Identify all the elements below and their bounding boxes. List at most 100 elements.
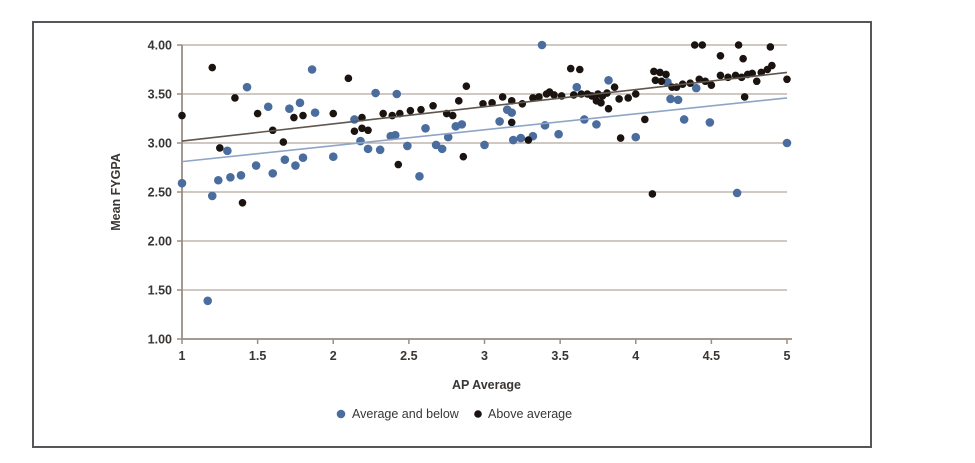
data-point-above-average [394,160,403,169]
data-point-above-average [350,127,359,136]
data-point-above-average [752,77,761,86]
y-axis-title: Mean FYGPA [109,153,123,231]
data-point-average-and-below [236,171,246,180]
data-point-above-average [208,63,217,72]
x-tick-label: 4.5 [703,349,720,363]
data-point-average-and-below [507,108,517,117]
data-point-average-and-below [223,146,232,156]
y-tick-label: 4.00 [148,39,172,53]
data-point-average-and-below [516,133,526,143]
data-point-average-and-below [363,144,373,154]
data-point-above-average [238,198,247,207]
data-point-average-and-below [263,102,273,112]
data-point-average-and-below [298,153,308,162]
x-tick-label: 1.5 [249,349,266,363]
data-point-above-average [616,134,625,142]
y-tick-label: 3.00 [148,137,172,151]
data-point-average-and-below [421,124,430,133]
data-point-above-average [631,90,640,98]
data-point-above-average [716,71,725,80]
legend-label-average-and-below: Average and below [352,407,460,421]
data-point-above-average [707,81,716,89]
data-point-above-average [417,105,425,114]
data-point-above-average [651,76,660,85]
data-point-above-average [498,93,507,101]
data-point-average-and-below [666,94,675,104]
data-point-average-and-below [537,40,547,50]
data-point-average-and-below [371,88,380,98]
data-point-above-average [479,100,487,108]
y-tick-label: 2.50 [148,186,172,200]
data-point-above-average [698,41,707,49]
data-point-above-average [695,75,704,84]
data-point-above-average [748,69,757,78]
data-point-above-average [575,65,584,74]
data-point-above-average [344,74,353,83]
data-point-above-average [690,41,699,49]
data-point-above-average [604,104,613,113]
data-point-average-and-below [782,138,792,148]
data-point-above-average [406,106,415,115]
data-point-average-and-below [604,75,613,85]
data-point-above-average [545,88,554,96]
data-point-average-and-below [328,152,338,162]
data-point-above-average [279,138,288,146]
data-point-above-average [766,43,775,51]
data-point-average-and-below [280,155,290,164]
data-point-average-and-below [268,169,278,178]
data-point-average-and-below [508,135,518,145]
data-point-average-and-below [251,161,261,170]
data-point-above-average [329,109,338,118]
data-point-average-and-below [705,118,715,127]
data-point-above-average [740,93,749,101]
y-tick-label: 1.50 [148,284,172,298]
data-point-average-and-below [691,83,701,93]
data-point-above-average [716,51,725,60]
data-point-average-and-below [572,82,582,92]
x-tick-label: 3.5 [551,349,568,363]
data-point-above-average [739,54,747,63]
y-tick-label: 2.00 [148,235,172,249]
data-point-average-and-below [554,129,563,139]
data-point-above-average [641,115,649,124]
data-point-average-and-below [437,144,447,154]
data-point-average-and-below [226,173,235,182]
x-tick-label: 2 [330,349,337,363]
data-point-above-average [597,99,605,107]
data-point-above-average [379,109,387,118]
chart-frame: 1.00 1.50 2.00 2.50 3.00 3.50 4.00 1 1.5 2 2.5 3 3.5… [32,21,872,448]
data-point-average-and-below [214,175,223,185]
data-point-average-and-below [495,117,504,126]
data-point-above-average [459,152,468,161]
data-point-above-average [566,64,575,73]
data-point-above-average [253,109,262,118]
data-point-above-average [178,111,186,120]
data-point-average-and-below [203,296,213,306]
x-tick-label: 4 [632,349,639,363]
data-point-average-and-below [392,89,402,99]
legend-marker-above-average [474,410,482,418]
data-point-above-average [290,113,298,122]
data-point-average-and-below [375,145,385,155]
legend-label-above-average: Above average [488,407,572,421]
data-point-above-average [358,124,366,133]
data-point-above-average [650,67,658,76]
data-point-average-and-below [307,65,317,74]
data-point-average-and-below [291,161,300,170]
data-point-average-and-below [177,178,187,188]
data-point-above-average [488,99,496,107]
legend-marker-average-and-below [336,409,346,419]
x-tick-label: 2.5 [400,349,417,363]
data-point-average-and-below [390,130,400,140]
x-tick-label: 1 [179,349,186,363]
data-point-average-and-below [285,104,294,113]
data-point-above-average [657,77,666,86]
data-point-average-and-below [415,172,424,181]
data-point-above-average [364,126,372,135]
data-point-above-average [216,144,224,152]
data-point-above-average [783,75,791,84]
data-point-above-average [624,94,632,102]
data-point-above-average [454,97,463,105]
data-point-average-and-below [403,141,412,151]
